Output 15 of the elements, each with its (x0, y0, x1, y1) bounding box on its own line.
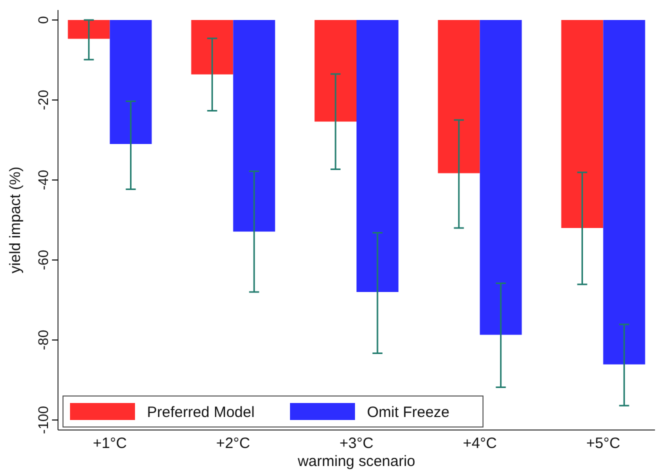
y-tick-label: -40 (35, 170, 51, 190)
x-tick-label: +5°C (586, 435, 620, 452)
x-tick-label: +1°C (92, 435, 127, 452)
legend-label: Omit Freeze (367, 404, 450, 421)
y-tick-label: -60 (35, 250, 51, 270)
x-axis-title: warming scenario (296, 453, 416, 470)
y-tick-label: -20 (35, 90, 51, 110)
y-axis-title: yield impact (%) (7, 166, 24, 274)
y-tick-label: -80 (35, 330, 51, 350)
x-tick-label: +2°C (216, 435, 250, 452)
y-tick-label: 0 (35, 16, 51, 24)
legend-label: Preferred Model (147, 404, 255, 421)
x-tick-label: +4°C (462, 435, 497, 452)
y-tick-label: -100 (35, 406, 51, 434)
x-tick-label: +3°C (340, 435, 374, 452)
